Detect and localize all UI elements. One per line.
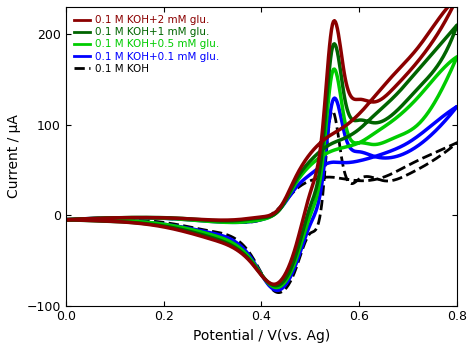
Line: 0.1 M KOH+0.5 mM glu.: 0.1 M KOH+0.5 mM glu. — [66, 57, 457, 288]
Line: 0.1 M KOH+2 mM glu.: 0.1 M KOH+2 mM glu. — [66, 0, 457, 284]
0.1 M KOH+2 mM glu. — [63, 218, 69, 222]
0.1 M KOH+1 mM glu. — [390, 97, 395, 101]
0.1 M KOH+1 mM glu. — [111, 219, 117, 224]
0.1 M KOH — [63, 218, 69, 222]
0.1 M KOH+1 mM glu. — [346, 134, 351, 139]
0.1 M KOH+0.1 mM glu. — [170, 217, 175, 221]
0.1 M KOH+0.5 mM glu. — [454, 55, 460, 59]
0.1 M KOH+1 mM glu. — [170, 216, 175, 220]
0.1 M KOH+0.1 mM glu. — [332, 96, 337, 100]
0.1 M KOH — [111, 218, 117, 222]
0.1 M KOH — [276, 290, 282, 295]
0.1 M KOH+1 mM glu. — [63, 218, 69, 222]
0.1 M KOH+0.1 mM glu. — [275, 288, 281, 293]
Line: 0.1 M KOH: 0.1 M KOH — [66, 111, 457, 293]
0.1 M KOH+0.5 mM glu. — [170, 217, 175, 221]
0.1 M KOH+2 mM glu. — [170, 216, 175, 220]
0.1 M KOH+1 mM glu. — [454, 23, 460, 27]
X-axis label: Potential / V(vs. Ag): Potential / V(vs. Ag) — [193, 329, 330, 343]
0.1 M KOH+2 mM glu. — [346, 122, 351, 126]
0.1 M KOH+0.1 mM glu. — [250, 219, 256, 223]
0.1 M KOH+2 mM glu. — [250, 216, 256, 220]
0.1 M KOH+0.5 mM glu. — [250, 219, 256, 223]
0.1 M KOH+1 mM glu. — [369, 116, 374, 120]
0.1 M KOH+0.5 mM glu. — [346, 144, 351, 148]
0.1 M KOH+0.5 mM glu. — [390, 119, 395, 123]
0.1 M KOH — [170, 217, 175, 221]
Line: 0.1 M KOH+1 mM glu.: 0.1 M KOH+1 mM glu. — [66, 25, 457, 286]
0.1 M KOH+0.1 mM glu. — [390, 148, 395, 153]
0.1 M KOH+1 mM glu. — [250, 217, 256, 221]
0.1 M KOH+2 mM glu. — [63, 218, 69, 222]
Y-axis label: Current / μA: Current / μA — [7, 114, 21, 198]
0.1 M KOH — [390, 172, 395, 176]
0.1 M KOH+1 mM glu. — [273, 284, 278, 288]
Line: 0.1 M KOH+0.1 mM glu.: 0.1 M KOH+0.1 mM glu. — [66, 98, 457, 290]
0.1 M KOH+0.5 mM glu. — [111, 218, 117, 223]
0.1 M KOH — [369, 178, 374, 182]
0.1 M KOH+0.5 mM glu. — [369, 133, 374, 137]
0.1 M KOH+2 mM glu. — [271, 282, 276, 286]
0.1 M KOH+2 mM glu. — [111, 219, 117, 224]
0.1 M KOH+0.5 mM glu. — [63, 218, 69, 222]
Legend: 0.1 M KOH+2 mM glu., 0.1 M KOH+1 mM glu., 0.1 M KOH+0.5 mM glu., 0.1 M KOH+0.1 m: 0.1 M KOH+2 mM glu., 0.1 M KOH+1 mM glu.… — [71, 12, 222, 77]
0.1 M KOH+2 mM glu. — [390, 74, 395, 78]
0.1 M KOH+2 mM glu. — [369, 98, 374, 102]
0.1 M KOH+0.1 mM glu. — [63, 218, 69, 222]
0.1 M KOH — [329, 109, 335, 113]
0.1 M KOH+0.5 mM glu. — [274, 286, 280, 290]
0.1 M KOH+0.1 mM glu. — [111, 218, 117, 223]
0.1 M KOH+1 mM glu. — [63, 218, 69, 222]
0.1 M KOH+0.1 mM glu. — [63, 218, 69, 222]
0.1 M KOH+0.1 mM glu. — [369, 155, 374, 160]
0.1 M KOH — [346, 177, 351, 182]
0.1 M KOH — [63, 218, 69, 222]
0.1 M KOH+0.5 mM glu. — [63, 218, 69, 222]
0.1 M KOH+0.1 mM glu. — [346, 160, 351, 164]
0.1 M KOH — [250, 220, 256, 224]
